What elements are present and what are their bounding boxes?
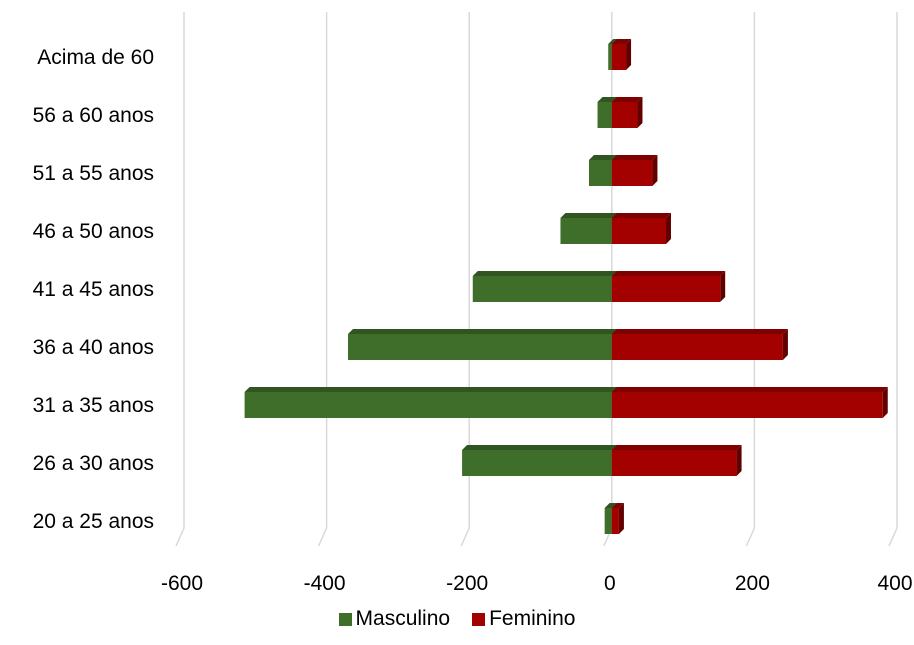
bar-masculino (472, 271, 617, 302)
bar-top-face (462, 445, 617, 450)
bar-side-face (665, 213, 671, 244)
bar-top-face (611, 39, 632, 44)
bar-feminino (611, 387, 888, 418)
legend-item-masculino: Masculino (338, 607, 451, 631)
bar-front-face (611, 102, 638, 128)
bar-front-face (608, 44, 612, 70)
bar-side-face (626, 39, 632, 70)
y-category-label: 20 a 25 anos (33, 510, 154, 533)
gridline (460, 12, 470, 547)
y-category-label: 51 a 55 anos (33, 162, 154, 185)
bar-top-face (611, 271, 726, 276)
bar-feminino (611, 271, 726, 302)
x-tick-label: -400 (304, 572, 346, 595)
bar-top-face (347, 329, 617, 334)
gridline (745, 12, 756, 547)
x-axis-ticks: -600 -400 -200 0 200 400 (161, 572, 913, 595)
bar-top-face (611, 503, 624, 508)
bar-feminino (611, 213, 671, 244)
bar-top-face (560, 213, 617, 218)
bar-feminino (611, 155, 658, 186)
bar-side-face (652, 155, 658, 186)
y-category-label: 36 a 40 anos (33, 336, 154, 359)
bar-top-face (611, 97, 643, 102)
bar-top-face (608, 39, 617, 44)
bar-front-face (597, 102, 612, 128)
bar-top-face (611, 387, 888, 392)
x-tick-label: -600 (161, 572, 203, 595)
bar-front-face (611, 160, 653, 186)
y-category-label: Acima de 60 (37, 46, 154, 69)
bar-masculino (347, 329, 617, 360)
gridline (317, 12, 328, 547)
bar-front-face (611, 276, 721, 302)
bar-front-face (560, 218, 612, 244)
bar-feminino (611, 503, 624, 534)
bar-front-face (604, 508, 612, 534)
y-category-label: 46 a 50 anos (33, 220, 154, 243)
bar-front-face (611, 44, 627, 70)
y-category-label: 41 a 45 anos (33, 278, 154, 301)
y-axis-categories: Acima de 60 56 a 60 anos 51 a 55 anos 46 a … (33, 46, 154, 533)
bar-side-face (720, 271, 726, 302)
bar-top-face (597, 97, 617, 102)
y-category-label: 26 a 30 anos (33, 452, 154, 475)
gridline (888, 12, 898, 547)
x-tick-label: 400 (877, 572, 912, 595)
gridline (175, 12, 185, 547)
legend-label-masculino: Masculino (355, 607, 451, 630)
bar-front-face (611, 334, 783, 360)
bar-masculino (462, 445, 617, 476)
y-category-label: 31 a 35 anos (33, 394, 154, 417)
bar-side-face (882, 387, 888, 418)
bars (244, 39, 888, 534)
bar-top-face (588, 155, 617, 160)
legend-swatch-masculino (338, 612, 352, 626)
bar-front-face (244, 392, 612, 418)
bar-top-face (472, 271, 617, 276)
bar-top-face (611, 213, 671, 218)
bar-front-face (588, 160, 612, 186)
bar-front-face (462, 450, 612, 476)
bar-front-face (611, 218, 666, 244)
bar-top-face (611, 445, 742, 450)
bar-feminino (611, 97, 643, 128)
legend-label-feminino: Feminino (489, 607, 576, 630)
bar-top-face (604, 503, 617, 508)
bar-masculino (560, 213, 617, 244)
bar-feminino (611, 445, 742, 476)
bar-side-face (618, 503, 624, 534)
bar-side-face (637, 97, 643, 128)
bar-side-face (736, 445, 742, 476)
bar-top-face (244, 387, 617, 392)
bar-top-face (611, 329, 788, 334)
bar-side-face (782, 329, 788, 360)
bar-front-face (347, 334, 612, 360)
x-tick-label: 0 (604, 572, 616, 595)
legend-item-feminino: Feminino (472, 607, 575, 631)
legend: Masculino Feminino (0, 606, 914, 632)
legend-swatch-feminino (472, 612, 486, 626)
bar-masculino (244, 387, 617, 418)
bar-front-face (611, 392, 883, 418)
y-category-label: 56 a 60 anos (33, 104, 154, 127)
x-tick-label: 200 (735, 572, 770, 595)
bar-front-face (472, 276, 612, 302)
bar-top-face (611, 155, 658, 160)
bar-feminino (611, 39, 632, 70)
bar-front-face (611, 450, 737, 476)
bar-front-face (611, 508, 619, 534)
bar-feminino (611, 329, 788, 360)
x-tick-label: -200 (446, 572, 488, 595)
